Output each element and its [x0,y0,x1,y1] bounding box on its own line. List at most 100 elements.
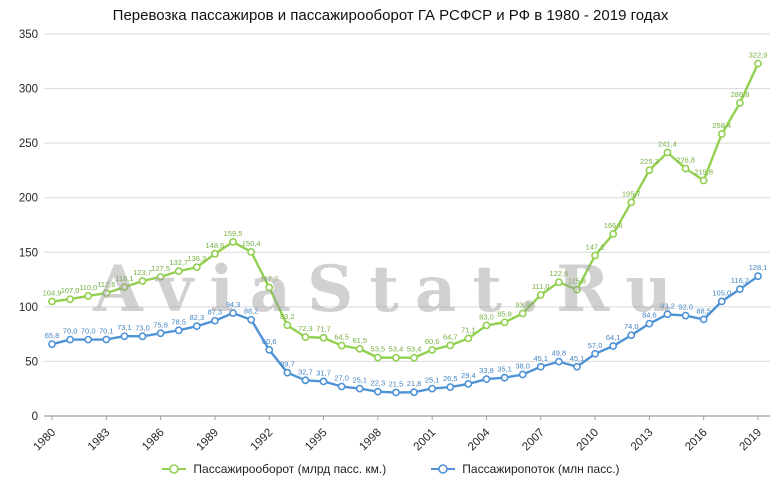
passenger-traffic-value-label: 35,1 [497,365,512,374]
passenger-turnover-marker [265,283,274,292]
legend-label-passenger-turnover: Пассажирооборот (млрд пасс. км.) [193,462,387,476]
passenger-turnover-marker [192,263,201,272]
passenger-traffic-marker [428,384,437,393]
passenger-turnover-marker [754,59,762,68]
passenger-turnover-value-label: 147,1 [586,242,605,251]
passenger-traffic-marker [301,376,310,385]
passenger-traffic-marker [265,345,274,354]
passenger-traffic-value-label: 73,1 [117,323,132,332]
passenger-turnover-marker [717,130,726,138]
passenger-traffic-marker [482,375,491,384]
passenger-traffic-value-label: 25,1 [425,376,440,385]
y-tick-label: 100 [19,302,38,314]
x-tick-label: 2007 [520,427,547,454]
passenger-traffic-value-label: 64,1 [606,333,621,342]
passenger-traffic-marker [156,329,165,338]
passenger-traffic-value-label: 116,2 [731,276,749,285]
passenger-turnover-marker [138,277,147,285]
passenger-turnover-value-label: 258,4 [712,121,731,130]
passenger-turnover-marker [627,198,636,207]
passenger-turnover-value-label: 166,8 [604,221,623,230]
passenger-traffic-marker [120,332,129,341]
x-tick-label: 2019 [738,427,765,454]
y-tick-label: 250 [19,138,38,150]
passenger-traffic-marker [754,272,762,281]
passenger-traffic-marker [464,380,473,388]
passenger-traffic-value-label: 27,0 [334,374,349,383]
passenger-traffic-marker [645,319,654,328]
passenger-turnover-value-label: 195,7 [622,189,641,198]
passenger-traffic-marker [66,335,75,344]
passenger-traffic-marker [355,384,364,393]
passenger-turnover-value-label: 71,1 [461,325,476,334]
passenger-turnover-value-label: 110,0 [79,283,97,292]
passenger-turnover-marker [464,334,473,343]
x-tick-label: 1995 [303,427,330,454]
passenger-turnover-marker [319,333,328,342]
passenger-turnover-value-label: 132,7 [169,258,188,267]
passenger-traffic-marker [536,362,545,371]
passenger-turnover-value-label: 118,1 [115,274,133,283]
passenger-turnover-marker [301,333,310,341]
passenger-traffic-marker [410,388,418,397]
passenger-traffic-value-label: 45,1 [533,354,548,363]
x-tick-label: 2004 [466,426,493,453]
passenger-turnover-marker [337,341,346,350]
passenger-traffic-marker [337,382,346,391]
passenger-turnover-value-label: 225,3 [640,157,659,166]
legend-marker-circle [438,464,449,474]
passenger-turnover-marker [500,318,509,327]
passenger-traffic-value-label: 128,1 [749,263,768,272]
passenger-traffic-marker [609,342,618,350]
passenger-turnover-marker [120,283,129,292]
passenger-turnover-marker [554,278,563,287]
passenger-traffic-value-label: 78,5 [171,317,186,326]
passenger-turnover-marker [735,99,744,107]
passenger-traffic-value-label: 45,1 [570,354,585,363]
passenger-turnover-marker [410,353,418,362]
passenger-turnover-marker [66,295,75,304]
passenger-traffic-value-label: 22,3 [371,379,386,388]
passenger-traffic-marker [211,316,219,325]
passenger-turnover-marker [536,290,545,299]
passenger-turnover-value-label: 83,2 [280,312,295,321]
passenger-turnover-value-label: 136,3 [187,254,206,263]
passenger-traffic-marker [102,335,111,344]
passenger-turnover-value-label: 107,0 [61,286,80,295]
passenger-traffic-value-label: 33,8 [479,366,494,375]
legend-marker-circle [169,464,180,474]
passenger-turnover-value-label: 150,4 [242,239,261,248]
passenger-turnover-value-label: 85,8 [497,309,512,318]
passenger-turnover-marker [102,289,111,298]
x-tick-label: 1980 [32,427,59,454]
y-tick-label: 0 [32,411,38,423]
passenger-traffic-marker [138,332,147,341]
passenger-traffic-value-label: 31,7 [316,368,331,377]
passenger-traffic-value-label: 84,6 [642,311,657,320]
passenger-traffic-marker [48,340,56,349]
passenger-turnover-value-label: 322,9 [749,51,768,60]
passenger-traffic-marker [735,285,744,294]
passenger-turnover-line [51,63,760,359]
passenger-turnover-value-label: 111,0 [532,282,550,291]
y-tick-label: 50 [25,356,38,368]
passenger-turnover-marker [609,230,618,238]
passenger-traffic-marker [247,315,256,324]
passenger-traffic-value-label: 92,0 [678,303,693,312]
chart-canvas: 0 50 100 150 200 250 300 350 1980 1983 1986 1989 199… [19,29,770,454]
passenger-turnover-value-label: 61,5 [352,336,367,345]
passenger-traffic-marker [283,368,292,377]
passenger-traffic-value-label: 26,5 [443,374,458,383]
x-tick-label: 2010 [575,427,602,454]
passenger-turnover-value-label: 112,6 [97,280,115,289]
x-tick-label: 1998 [357,427,384,454]
passenger-turnover-value-label: 64,7 [443,332,458,341]
passenger-traffic-marker [699,315,708,324]
passenger-traffic-value-label: 75,8 [153,320,168,329]
passenger-traffic-value-label: 70,0 [63,327,78,336]
passenger-traffic-marker [554,357,563,366]
passenger-traffic-marker [591,349,599,358]
passenger-turnover-marker [482,321,491,330]
passenger-traffic-value-label: 70,1 [99,326,114,335]
passenger-traffic-value-label: 32,7 [298,367,313,376]
